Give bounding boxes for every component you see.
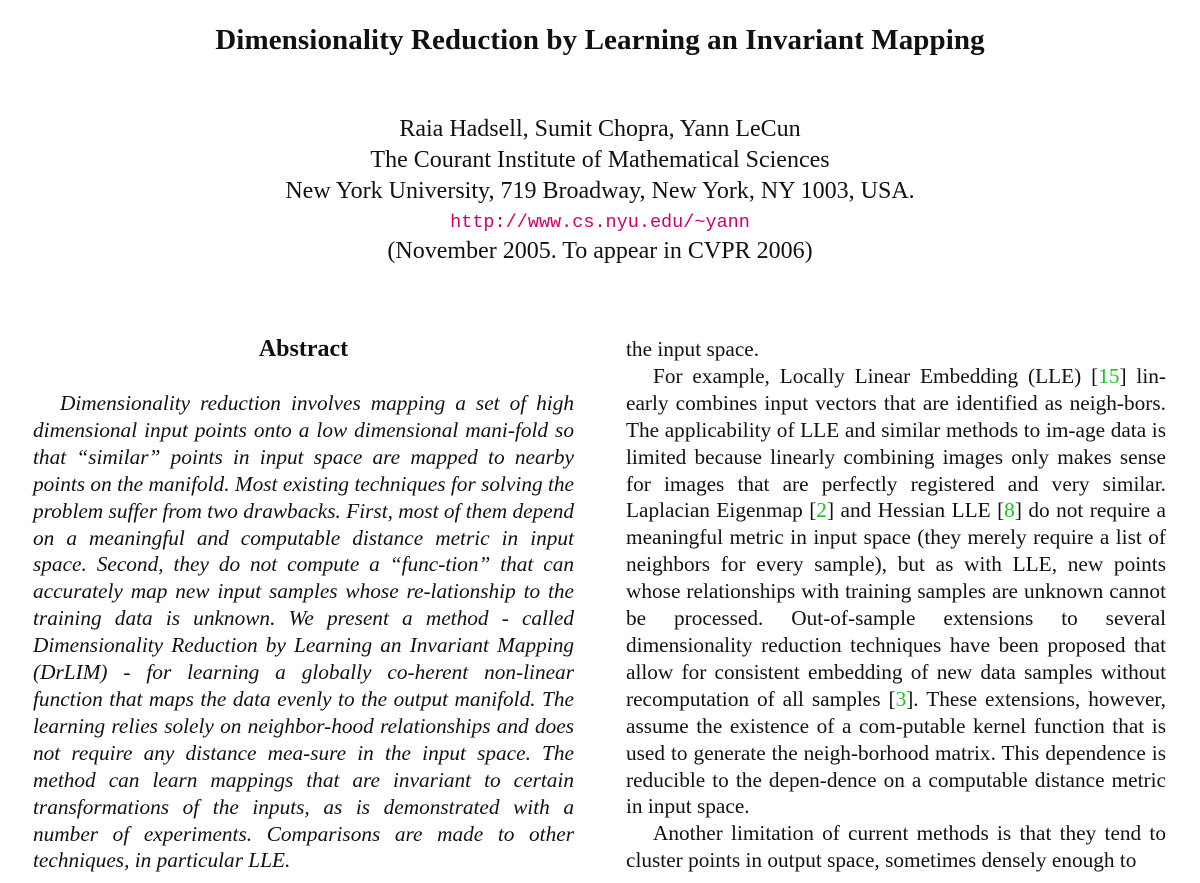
affiliation-address: New York University, 719 Broadway, New Y… [285, 178, 915, 204]
text-segment: ] do not require a meaningful metric in … [626, 498, 1166, 711]
text-segment: For example, Locally Linear Embedding (L… [653, 363, 1099, 388]
citation-link[interactable]: 2 [816, 498, 827, 523]
citation-link[interactable]: 15 [1098, 363, 1120, 388]
affiliation-institute: The Courant Institute of Mathematical Sc… [370, 147, 830, 173]
abstract-text: Dimensionality reduction involves mappin… [33, 391, 574, 873]
author-url-link[interactable]: http://www.cs.nyu.edu/~yann [450, 212, 750, 233]
citation-link[interactable]: 8 [1004, 498, 1015, 523]
right-column: the input space. For example, Locally Li… [626, 336, 1166, 874]
text-segment: ] and Hessian LLE [ [826, 498, 1005, 523]
author-block: Raia Hadsell, Sumit Chopra, Yann LeCun T… [0, 114, 1200, 267]
paper-title: Dimensionality Reduction by Learning an … [215, 24, 985, 56]
citation-link[interactable]: 3 [895, 686, 907, 711]
author-names: Raia Hadsell, Sumit Chopra, Yann LeCun [399, 116, 801, 142]
paragraph-limitation: Another limitation of current methods is… [626, 821, 1166, 873]
text-segment: ] lin-early combines input vectors that … [626, 363, 1166, 523]
paragraph-related-work: For example, Locally Linear Embedding (L… [626, 363, 1166, 820]
left-column: Abstract Dimensionality reduction involv… [33, 334, 574, 874]
abstract-heading: Abstract [258, 336, 349, 362]
text-segment: ]. These extensions, however, assume the… [626, 686, 1166, 819]
publication-note: (November 2005. To appear in CVPR 2006) [387, 238, 813, 264]
paragraph-continuation: the input space. [626, 337, 760, 361]
